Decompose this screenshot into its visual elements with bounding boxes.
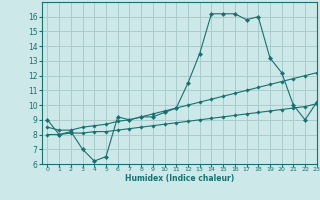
X-axis label: Humidex (Indice chaleur): Humidex (Indice chaleur): [124, 174, 234, 183]
